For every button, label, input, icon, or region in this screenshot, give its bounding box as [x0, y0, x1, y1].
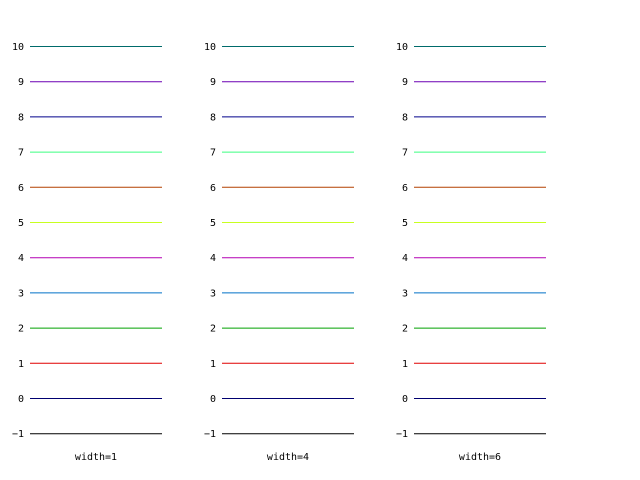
y-tick-label: 7: [402, 148, 408, 159]
y-tick-label: 5: [210, 218, 216, 229]
y-tick-label: 4: [402, 253, 408, 264]
y-tick-label: 3: [18, 288, 24, 299]
y-tick-label: 0: [402, 394, 408, 405]
panel-label: width=6: [459, 452, 501, 463]
y-tick-label: 2: [402, 324, 408, 335]
y-tick-label: 2: [210, 324, 216, 335]
y-tick-label: 0: [18, 394, 24, 405]
y-tick-label: 9: [210, 77, 216, 88]
y-tick-label: −1: [12, 429, 24, 440]
y-tick-label: 10: [396, 42, 408, 53]
y-tick-label: 4: [210, 253, 216, 264]
y-tick-label: 10: [12, 42, 24, 53]
y-tick-label: 9: [402, 77, 408, 88]
y-tick-label: 8: [210, 112, 216, 123]
y-tick-label: 7: [18, 148, 24, 159]
y-tick-label: 6: [402, 183, 408, 194]
y-tick-label: 6: [18, 183, 24, 194]
y-tick-label: 3: [210, 288, 216, 299]
y-tick-label: 2: [18, 324, 24, 335]
y-tick-label: 4: [18, 253, 24, 264]
y-tick-label: 1: [402, 359, 408, 370]
y-tick-label: 5: [18, 218, 24, 229]
y-tick-label: 3: [402, 288, 408, 299]
panel-label: width=4: [267, 452, 309, 463]
y-tick-label: −1: [204, 429, 216, 440]
y-tick-label: 10: [204, 42, 216, 53]
y-tick-label: 9: [18, 77, 24, 88]
y-tick-label: 7: [210, 148, 216, 159]
y-tick-label: 8: [18, 112, 24, 123]
panel-label: width=1: [75, 452, 117, 463]
y-tick-label: 6: [210, 183, 216, 194]
y-tick-label: 1: [210, 359, 216, 370]
y-tick-label: 0: [210, 394, 216, 405]
y-tick-label: −1: [396, 429, 408, 440]
y-tick-label: 5: [402, 218, 408, 229]
y-tick-label: 1: [18, 359, 24, 370]
y-tick-label: 8: [402, 112, 408, 123]
